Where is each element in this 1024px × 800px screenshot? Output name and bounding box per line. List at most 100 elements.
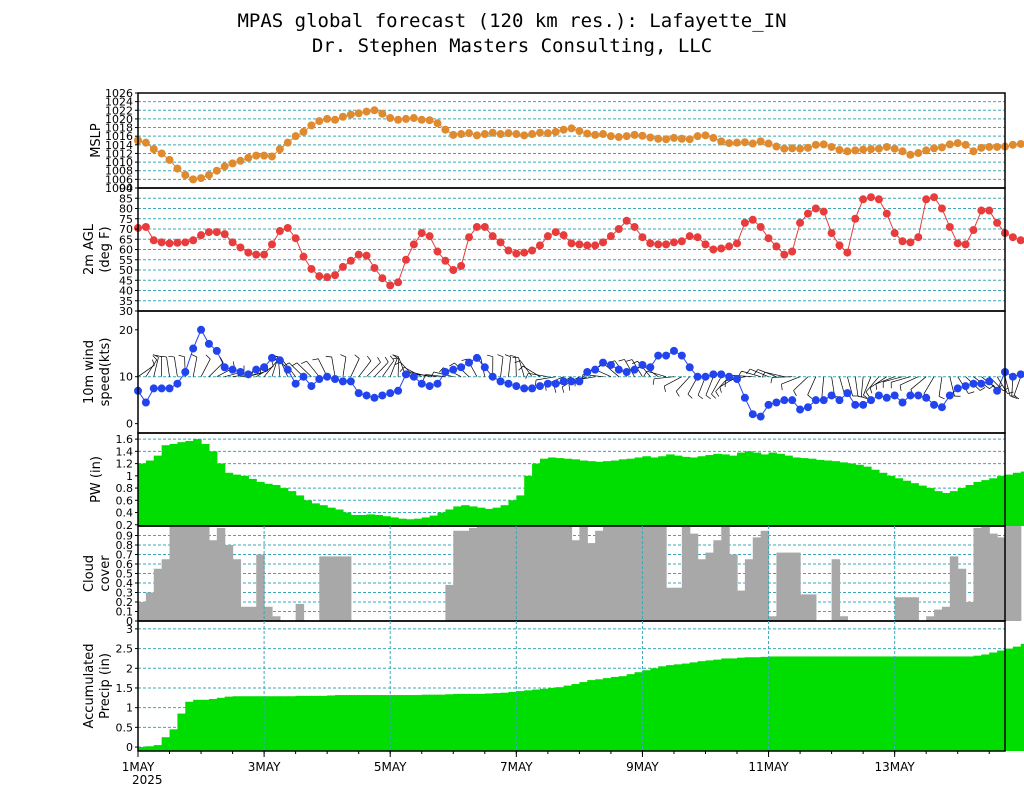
wind-point [181, 368, 190, 376]
pw-bar [358, 514, 368, 526]
mslp-point [267, 152, 276, 161]
wind-barb-flag [652, 378, 655, 385]
mslp-point [669, 133, 678, 142]
precip-bar [153, 745, 163, 751]
cloud-bar [784, 552, 793, 621]
cloud-bar [697, 559, 707, 621]
wind-point [480, 363, 489, 372]
precip-bar [1012, 646, 1022, 751]
pw-bar [658, 456, 667, 526]
pw-bar [374, 514, 383, 526]
wind-point [165, 384, 174, 393]
wind-point [543, 379, 552, 388]
pw-bar [934, 491, 943, 526]
mslp-point [701, 131, 710, 140]
wind-point [725, 372, 734, 381]
precip-bar [595, 679, 604, 751]
wind-point [141, 398, 150, 407]
chart-title-line1: MPAS global forecast (120 km res.): Lafa… [237, 10, 787, 32]
cloud-bar [949, 556, 959, 621]
mslp-point [157, 149, 166, 158]
pw-bar [327, 507, 336, 526]
wind-point [370, 393, 379, 402]
wind-barb-flag [392, 357, 399, 359]
wind-point [260, 363, 269, 372]
pw-bar [926, 488, 935, 526]
panel-mslp: 1004100610081010101210141016101810201022… [89, 87, 1024, 195]
ytick-label: 1.6 [116, 433, 134, 446]
precip-bar [421, 694, 431, 751]
wind-barb-flag [687, 393, 693, 399]
cloud-bar [445, 584, 454, 621]
cloud-bar [224, 545, 234, 621]
wind-barb-flag [422, 374, 426, 381]
wind-point [646, 363, 655, 372]
wind-barb-flag [561, 386, 565, 393]
pw-bar [957, 488, 967, 526]
precip-bar [926, 656, 935, 751]
mslp-point [457, 130, 466, 139]
precip-bar [689, 662, 699, 751]
cloud-bar [776, 552, 785, 621]
pw-bar [413, 518, 423, 526]
mslp-point [236, 156, 245, 165]
mslp-point [228, 159, 237, 168]
wind-barb [863, 376, 872, 396]
cloud-bar [484, 526, 494, 621]
ytick-label: 1018 [105, 122, 133, 135]
precip-bar [232, 696, 242, 751]
wind-barb-flag [861, 396, 867, 400]
wind-barb [173, 356, 178, 377]
mslp-point [945, 140, 954, 149]
wind-point [512, 382, 521, 391]
wind-point [898, 398, 907, 407]
wind-point [551, 379, 560, 388]
temp-point [252, 250, 261, 259]
wind-barb-flag [770, 377, 773, 384]
mslp-point [898, 147, 907, 156]
temp-point [583, 241, 592, 250]
mslp-point [165, 155, 174, 164]
pw-bar [807, 458, 817, 526]
temp-point [197, 231, 206, 240]
wind-point [472, 353, 481, 362]
mslp-point [275, 145, 284, 154]
pw-bar [886, 475, 896, 526]
ytick-label: 3 [126, 623, 133, 636]
wind-point [291, 379, 300, 388]
wind-barb [166, 356, 170, 377]
temp-point [441, 256, 450, 265]
precip-bar [374, 695, 383, 751]
temp-point [733, 239, 742, 248]
wind-barb [374, 361, 389, 377]
wind-point [575, 377, 584, 386]
temp-point [283, 223, 292, 232]
mslp-point [796, 144, 805, 153]
ytick-label: 60 [119, 244, 133, 257]
mslp-point [914, 149, 923, 158]
cloud-bar [145, 592, 155, 621]
precip-bar [792, 656, 801, 751]
temp-point [260, 250, 269, 259]
mslp-point [740, 138, 749, 147]
mslp-point [882, 142, 891, 151]
cloud-bar [595, 530, 604, 621]
temp-point [882, 209, 891, 218]
temp-point [496, 238, 505, 247]
xtick-label: 13MAY [875, 760, 916, 774]
wind-point [244, 370, 253, 379]
ytick-label: 1010 [105, 156, 133, 169]
wind-barb [624, 359, 635, 377]
wind-point [811, 396, 820, 405]
pw-bar [705, 455, 714, 526]
wind-point [567, 377, 576, 386]
temp-point [512, 249, 521, 258]
cloud-bar [934, 609, 943, 621]
wind-barb-flag [155, 354, 162, 358]
ylabel: 10m wind [82, 340, 97, 404]
temp-point [906, 238, 915, 247]
precip-bar [484, 693, 494, 751]
ytick-label: 0.2 [116, 519, 134, 532]
mslp-point [851, 146, 860, 155]
